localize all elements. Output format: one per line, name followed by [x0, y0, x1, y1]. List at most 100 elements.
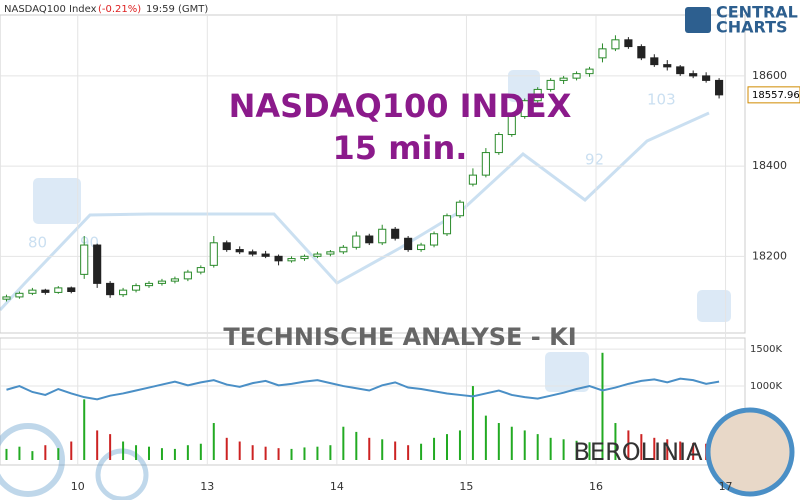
candle-body: [585, 68, 594, 75]
candle-body: [93, 244, 102, 284]
candle-body: [248, 251, 257, 255]
price-panel: [0, 14, 746, 334]
candle-body: [598, 48, 607, 59]
watermark-icon: [33, 178, 81, 224]
volume-bar: [160, 448, 163, 460]
volume-bar: [122, 441, 125, 460]
volume-bar: [575, 440, 578, 460]
candle-body: [209, 242, 218, 266]
candle-body: [313, 253, 322, 257]
x-tick-label: 10: [71, 480, 85, 493]
volume-bar: [96, 430, 99, 460]
candle-body: [481, 152, 490, 176]
volume-bar: [368, 437, 371, 460]
candle-body: [663, 64, 672, 68]
volume-bar: [407, 445, 410, 460]
volume-bar: [31, 451, 34, 460]
volume-bar: [186, 445, 189, 460]
volume-bar: [290, 448, 293, 460]
candle-body: [235, 249, 244, 253]
chart-title: NASDAQ100 INDEX: [229, 87, 572, 125]
candle-body: [546, 79, 555, 90]
y2-tick-label: 1500K: [750, 344, 782, 355]
candle-body: [144, 282, 154, 287]
volume-bar: [303, 447, 306, 460]
volume-bar: [433, 437, 436, 460]
candle-body: [429, 233, 439, 246]
candle-body: [183, 271, 192, 280]
volume-panel: [0, 337, 746, 466]
volume-bar: [497, 423, 500, 460]
candle-body: [41, 289, 50, 293]
volume-bar: [173, 448, 176, 460]
volume-bar: [264, 446, 267, 460]
candle-body: [650, 57, 659, 66]
change: (-0.21%): [98, 4, 141, 15]
volume-bar: [666, 439, 669, 460]
candle-body: [533, 88, 542, 102]
candle-body: [15, 292, 24, 298]
candle-body: [131, 285, 141, 291]
x-tick-label: 13: [200, 480, 214, 493]
symbol: NASDAQ100 Index: [4, 4, 97, 15]
y2-tick-label: 1000K: [750, 381, 782, 392]
y-tick-label: 18200: [752, 249, 787, 262]
candle-body: [378, 228, 387, 244]
candle-body: [702, 75, 711, 81]
last-price-label: 18557.96: [752, 90, 800, 101]
candle-body: [2, 296, 11, 300]
candle-body: [365, 235, 374, 244]
last-price-box: [747, 86, 800, 104]
volume-bar: [18, 446, 21, 460]
candle-body: [261, 253, 270, 257]
candle-body: [274, 255, 283, 262]
volume-bar: [57, 448, 60, 460]
volume-bar: [381, 439, 384, 460]
volume-bar: [277, 448, 280, 460]
watermark-icon: [545, 352, 589, 392]
candle-body: [676, 66, 685, 75]
volume-bar: [70, 441, 73, 460]
volume-bar: [316, 446, 319, 460]
volume-bar: [212, 423, 215, 460]
watermark-label: 103: [647, 91, 676, 109]
candle-body: [455, 201, 465, 217]
volume-bar: [355, 431, 358, 460]
candle-body: [442, 215, 452, 235]
candle-body: [417, 244, 426, 251]
volume-bar: [420, 443, 423, 460]
volume-bar: [536, 434, 539, 460]
volume-bar: [83, 399, 86, 460]
volume-bar: [614, 423, 617, 460]
candle-body: [300, 255, 309, 260]
candle-body: [196, 267, 205, 273]
watermark: 80 90 92 103: [0, 70, 731, 500]
candle-body: [611, 39, 620, 50]
candle-body: [157, 280, 167, 284]
volume-bar: [251, 445, 254, 460]
volume-bar: [588, 442, 591, 460]
watermark-icon: [95, 448, 149, 500]
candle-body: [404, 237, 413, 251]
candle-body: [80, 244, 89, 275]
volume-bar: [394, 441, 397, 460]
logo-text: CHARTS: [716, 18, 788, 37]
logo-text: CENTRAL: [716, 3, 798, 22]
volume-bar: [446, 434, 448, 460]
volume-bar: [5, 448, 8, 460]
candle-body: [287, 258, 296, 262]
volume-bar: [199, 443, 202, 460]
volume-bar: [510, 426, 513, 460]
y-tick-label: 18600: [752, 69, 787, 82]
volume-bar: [653, 437, 656, 460]
volume-bar: [109, 434, 112, 460]
candle-body: [222, 242, 231, 251]
volume-bar: [679, 441, 682, 460]
volume-bar: [225, 437, 228, 460]
candle-body: [326, 251, 335, 255]
time: 19:59 (GMT): [146, 4, 208, 15]
volume-bar: [329, 445, 332, 460]
volume-bar: [692, 442, 695, 460]
candle-body: [715, 79, 724, 96]
